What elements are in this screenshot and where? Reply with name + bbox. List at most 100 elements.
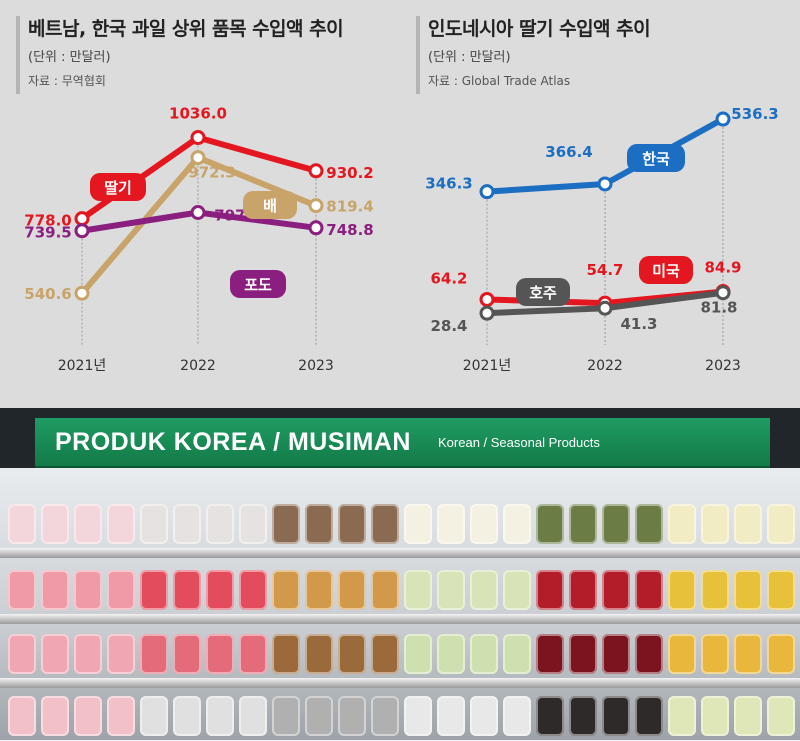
fruit-package bbox=[41, 634, 69, 674]
fruit-package bbox=[635, 570, 663, 610]
shelf-row bbox=[0, 628, 800, 686]
data-label: 366.4 bbox=[545, 143, 592, 161]
fruit-package bbox=[107, 570, 135, 610]
fruit-package bbox=[503, 570, 531, 610]
fruit-package bbox=[404, 696, 432, 736]
fruit-package bbox=[74, 634, 102, 674]
shelf-edge bbox=[0, 678, 800, 688]
x-tick-label: 2023 bbox=[298, 358, 334, 374]
fruit-package bbox=[272, 570, 300, 610]
shelf-row bbox=[0, 564, 800, 622]
fruit-package bbox=[536, 570, 564, 610]
fruit-package bbox=[569, 634, 597, 674]
banner-sub-text: Korean / Seasonal Products bbox=[438, 435, 600, 450]
right-chart-source: 자료 : Global Trade Atlas bbox=[428, 74, 571, 88]
fruit-package bbox=[107, 504, 135, 544]
left-line-chart: 2021년 2022 2023 778.0 1036.0 930.2 540.6 972.3 8… bbox=[24, 105, 373, 374]
fruit-package bbox=[338, 634, 366, 674]
fruit-package bbox=[470, 504, 498, 544]
left-chart-unit: (단위 : 만달러) bbox=[28, 50, 111, 65]
fruit-package bbox=[404, 570, 432, 610]
right-chart-panel: 인도네시아 딸기 수입액 추이 (단위 : 만달러) 자료 : Global T… bbox=[400, 0, 800, 400]
fruit-package bbox=[569, 504, 597, 544]
fruit-package bbox=[734, 504, 762, 544]
legend-pill-label: 한국 bbox=[642, 150, 670, 168]
fruit-package bbox=[272, 696, 300, 736]
fruit-package bbox=[437, 634, 465, 674]
legend-pill-label: 배 bbox=[263, 197, 277, 215]
fruit-package bbox=[404, 504, 432, 544]
fruit-package bbox=[41, 504, 69, 544]
fruit-package bbox=[536, 696, 564, 736]
shelf-edge bbox=[0, 614, 800, 624]
right-chart-title: 인도네시아 딸기 수입액 추이 bbox=[428, 18, 651, 40]
data-label: 41.3 bbox=[620, 315, 657, 333]
fruit-package bbox=[8, 634, 36, 674]
fruit-package bbox=[239, 696, 267, 736]
fruit-package bbox=[668, 696, 696, 736]
fruit-package bbox=[371, 696, 399, 736]
data-label: 819.4 bbox=[326, 198, 373, 216]
fruit-package bbox=[206, 504, 234, 544]
data-point bbox=[308, 198, 324, 214]
fruit-package bbox=[74, 570, 102, 610]
series-legend-pill: 배 bbox=[243, 191, 297, 219]
fruit-package bbox=[173, 570, 201, 610]
fruit-package bbox=[140, 696, 168, 736]
data-label: 54.7 bbox=[586, 261, 623, 279]
data-label: 64.2 bbox=[430, 269, 467, 287]
fruit-package bbox=[371, 570, 399, 610]
shelf-row bbox=[0, 498, 800, 556]
fruit-package bbox=[305, 696, 333, 736]
fruit-package bbox=[503, 696, 531, 736]
fruit-package bbox=[569, 570, 597, 610]
fruit-package bbox=[437, 696, 465, 736]
data-point bbox=[479, 291, 495, 307]
fruit-package bbox=[701, 634, 729, 674]
fruit-package bbox=[503, 634, 531, 674]
fruit-package bbox=[305, 570, 333, 610]
fruit-package bbox=[767, 570, 795, 610]
x-tick-label: 2023 bbox=[705, 358, 741, 374]
fruit-package bbox=[74, 696, 102, 736]
legend-pill-bg bbox=[90, 173, 146, 201]
fruit-package bbox=[173, 696, 201, 736]
store-shelf-photo: PRODUK KOREA / MUSIMAN Korean / Seasonal… bbox=[0, 408, 800, 741]
fruit-package bbox=[602, 504, 630, 544]
fruit-package bbox=[668, 634, 696, 674]
data-point bbox=[190, 205, 206, 220]
fruit-package bbox=[272, 504, 300, 544]
x-tick-label: 2022 bbox=[180, 358, 216, 374]
fruit-package bbox=[734, 696, 762, 736]
data-label: 778.0 bbox=[24, 212, 71, 230]
fruit-package bbox=[305, 504, 333, 544]
data-label: 739.5 bbox=[24, 224, 71, 242]
data-point bbox=[479, 184, 495, 200]
fruit-package bbox=[437, 570, 465, 610]
data-label: 1036.0 bbox=[169, 105, 227, 123]
fruit-package bbox=[371, 504, 399, 544]
fruit-package bbox=[635, 634, 663, 674]
fruit-package bbox=[470, 570, 498, 610]
fruit-package bbox=[8, 504, 36, 544]
data-point bbox=[597, 300, 613, 316]
series-legend-pill: 한국 bbox=[627, 144, 685, 172]
fruit-package bbox=[8, 570, 36, 610]
fruit-package bbox=[74, 504, 102, 544]
fruit-package bbox=[767, 696, 795, 736]
fruit-package bbox=[173, 634, 201, 674]
fruit-package bbox=[272, 634, 300, 674]
data-label: 346.3 bbox=[425, 175, 472, 193]
x-tick-label: 2021년 bbox=[463, 358, 512, 374]
legend-pill-bg bbox=[516, 278, 570, 306]
right-chart-unit: (단위 : 만달러) bbox=[428, 50, 511, 65]
fruit-package bbox=[371, 634, 399, 674]
data-point bbox=[308, 220, 324, 236]
fruit-package bbox=[206, 634, 234, 674]
refrigerated-display bbox=[0, 468, 800, 741]
data-label: 972.3 bbox=[188, 164, 235, 182]
series-legend-pill: 호주 bbox=[516, 278, 570, 306]
data-label: 84.9 bbox=[704, 259, 741, 277]
legend-pill-label: 호주 bbox=[529, 284, 557, 302]
fruit-package bbox=[338, 504, 366, 544]
